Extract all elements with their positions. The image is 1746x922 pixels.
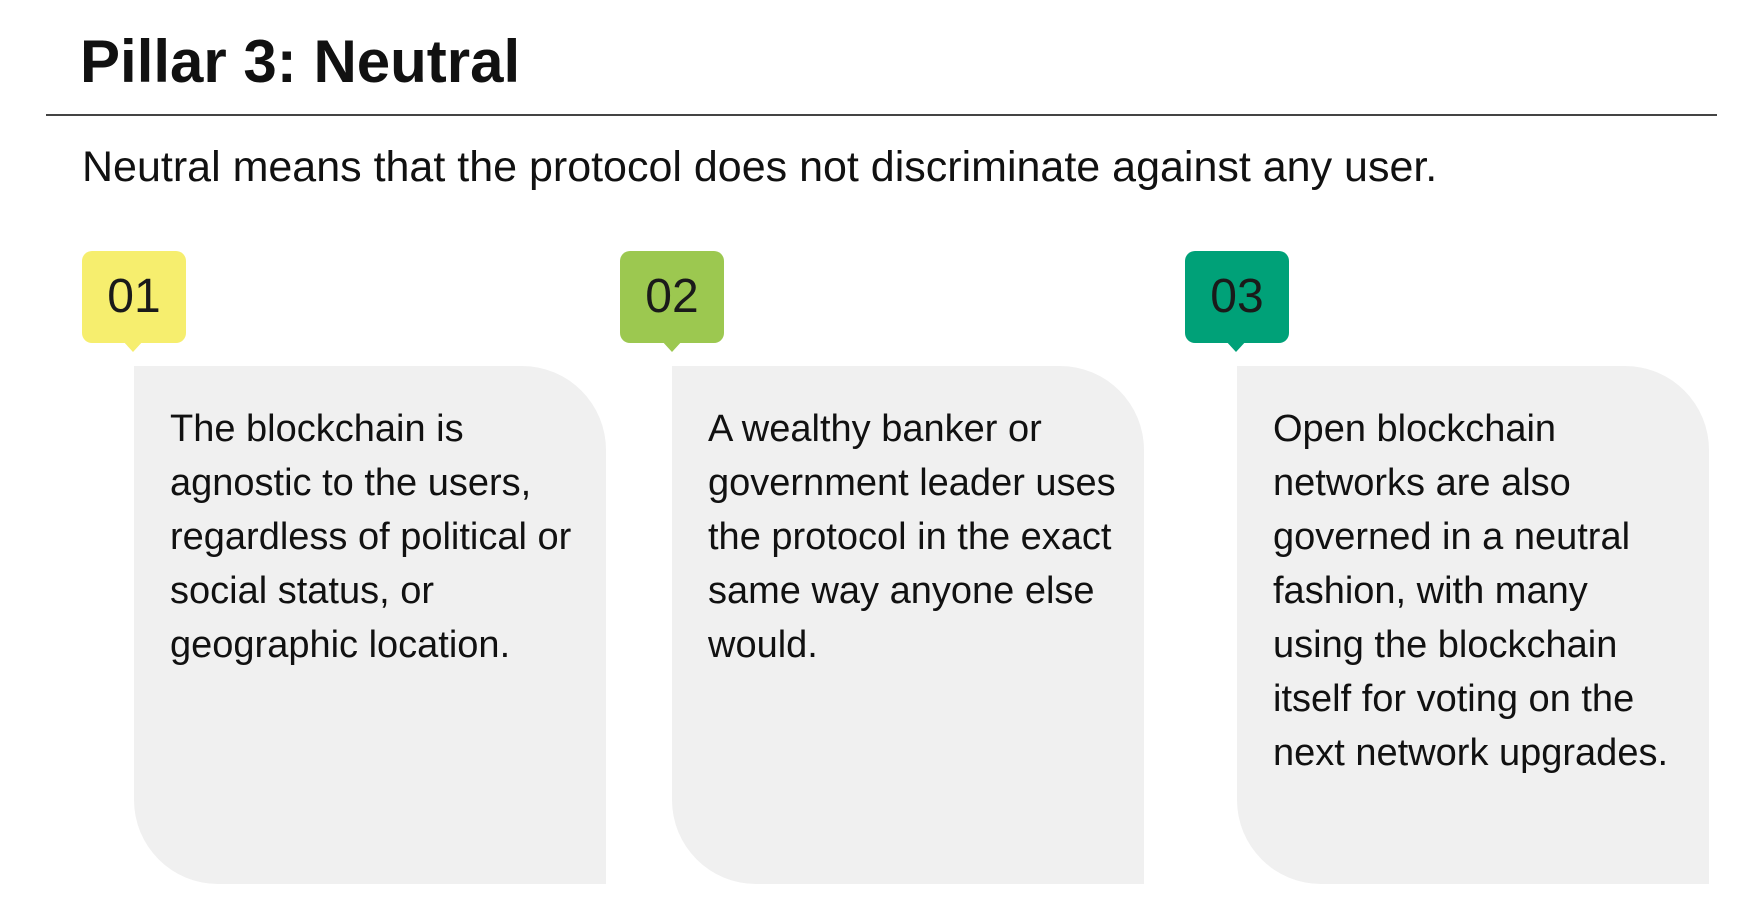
page-title: Pillar 3: Neutral bbox=[80, 28, 521, 95]
badge-pointer-1 bbox=[122, 340, 144, 352]
number-badge-1: 01 bbox=[82, 251, 186, 343]
badge-pointer-2 bbox=[661, 340, 683, 352]
badge-pointer-3 bbox=[1225, 340, 1247, 352]
card-text-1: The blockchain is agnostic to the users,… bbox=[170, 408, 572, 666]
info-card-3: Open blockchain networks are also govern… bbox=[1237, 366, 1709, 884]
card-text-3: Open blockchain networks are also govern… bbox=[1273, 408, 1669, 774]
number-badge-3: 03 bbox=[1185, 251, 1289, 343]
number-badge-2: 02 bbox=[620, 251, 724, 343]
info-card-2: A wealthy banker or government leader us… bbox=[672, 366, 1144, 884]
info-card-1: The blockchain is agnostic to the users,… bbox=[134, 366, 606, 884]
card-text-2: A wealthy banker or government leader us… bbox=[708, 408, 1116, 666]
title-divider bbox=[46, 114, 1717, 116]
page-subtitle: Neutral means that the protocol does not… bbox=[82, 143, 1438, 191]
